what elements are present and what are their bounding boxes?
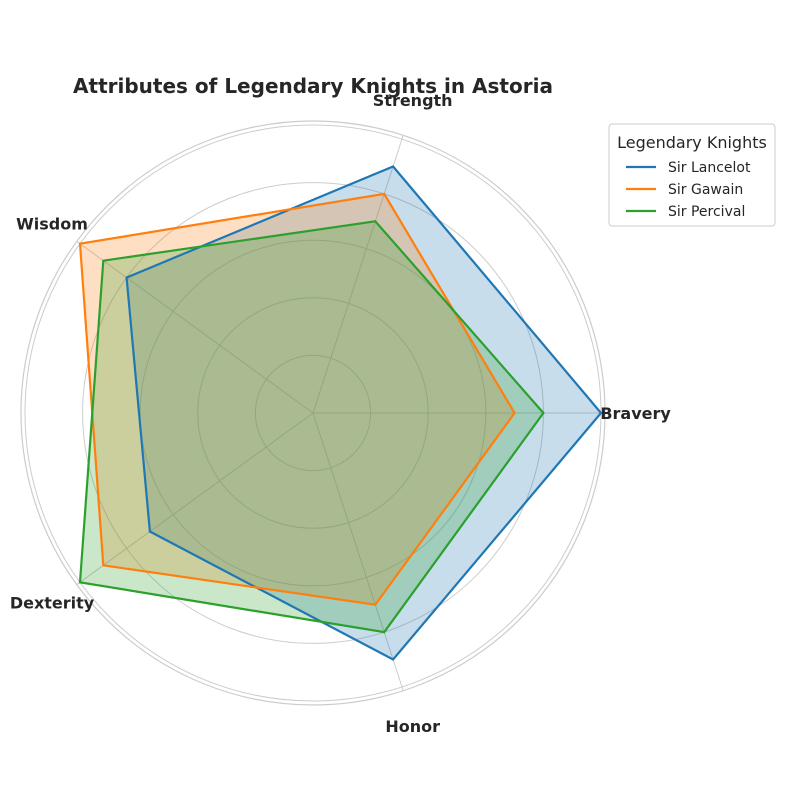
legend-items: Sir Lancelot Sir Gawain Sir Percival: [626, 160, 751, 220]
axis-label: Honor: [385, 717, 440, 736]
axis-spoke: [312, 134, 404, 414]
legend-label: Sir Lancelot: [668, 160, 751, 176]
series-fill: [80, 193, 515, 605]
series-lines: [78, 165, 603, 661]
series-line: [125, 165, 603, 661]
series-line: [78, 220, 545, 634]
legend-title: Legendary Knights: [617, 133, 767, 152]
axis-spoke: [76, 240, 314, 414]
axis-label: Bravery: [600, 404, 671, 423]
legend-label: Sir Percival: [668, 204, 745, 220]
legend-frame: [608, 123, 776, 227]
axis-spoke: [76, 412, 314, 586]
axis-label: Dexterity: [10, 594, 95, 613]
axis-label: Wisdom: [16, 214, 88, 233]
chart-title: Attributes of Legendary Knights in Astor…: [73, 74, 553, 98]
series-fill: [126, 166, 601, 660]
series-line: [78, 192, 516, 606]
axis-spoke: [312, 412, 404, 692]
legend-label: Sir Gawain: [668, 182, 743, 198]
series-fill: [80, 221, 544, 633]
axis-label: Strength: [373, 91, 453, 110]
axis-labels: Bravery Strength Wisdom Dexterity Honor: [10, 91, 672, 736]
legend: Legendary Knights Sir Lancelot Sir Gawain…: [608, 123, 776, 227]
series-fills: [80, 166, 601, 660]
